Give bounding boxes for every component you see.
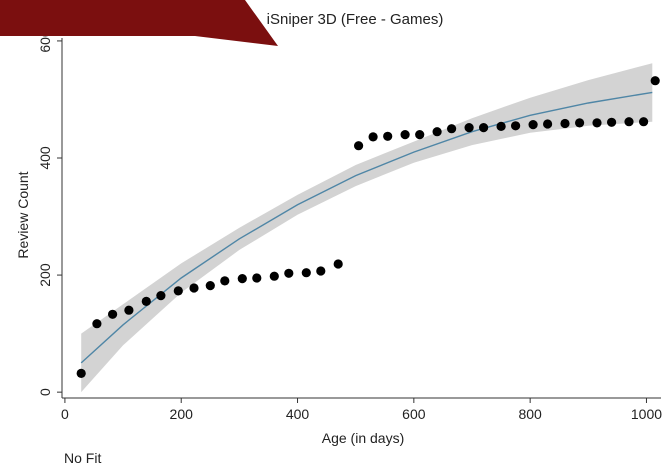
data-point [301,268,311,278]
data-point [220,276,230,286]
data-point [543,119,553,129]
data-point [333,259,343,269]
fit-line-layer [80,91,653,364]
data-point [496,121,506,131]
data-point [173,286,183,296]
y-tick-label: 400 [37,146,53,170]
data-point [252,273,262,283]
chart-title: iSniper 3D (Free - Games) [267,11,444,28]
data-point [510,121,521,131]
data-point [650,76,660,86]
x-tick-label: 200 [170,406,194,422]
data-point [592,118,602,128]
data-point [124,305,134,315]
data-point [269,271,279,281]
data-point [400,130,410,140]
data-point [607,117,617,127]
data-point [560,118,570,129]
fit-note: No Fit [64,450,102,466]
data-points-layer [76,76,660,378]
x-tick-label: 1000 [631,406,662,422]
data-point [432,127,442,137]
x-tick-label: 0 [61,406,69,422]
red-banner-overlay [0,0,278,46]
data-point [76,368,86,378]
x-tick-label: 400 [286,406,310,422]
data-point [368,132,378,142]
data-point [464,123,474,133]
x-tick-label: 800 [518,406,542,422]
y-tick-label: 0 [37,388,53,396]
data-point [316,266,326,276]
data-point [205,281,215,291]
y-tick-label: 200 [37,263,53,287]
confidence-band [81,63,653,393]
data-point [575,118,585,128]
data-point [528,120,538,130]
data-point [447,124,457,134]
data-point [624,117,634,127]
data-point [415,130,425,140]
data-point [237,274,247,284]
data-point [189,283,199,293]
data-point [639,117,649,127]
data-point [156,291,166,301]
x-axis-title: Age (in days) [322,430,404,446]
fit-line [80,91,653,364]
data-point [108,309,118,319]
data-point [479,123,489,133]
data-point [284,268,294,278]
data-point [92,319,102,329]
confidence-band-layer [81,63,653,393]
data-point [383,131,393,141]
data-point [354,141,364,151]
data-point [141,296,151,306]
x-tick-label: 600 [402,406,426,422]
y-axis-title: Review Count [15,171,31,258]
